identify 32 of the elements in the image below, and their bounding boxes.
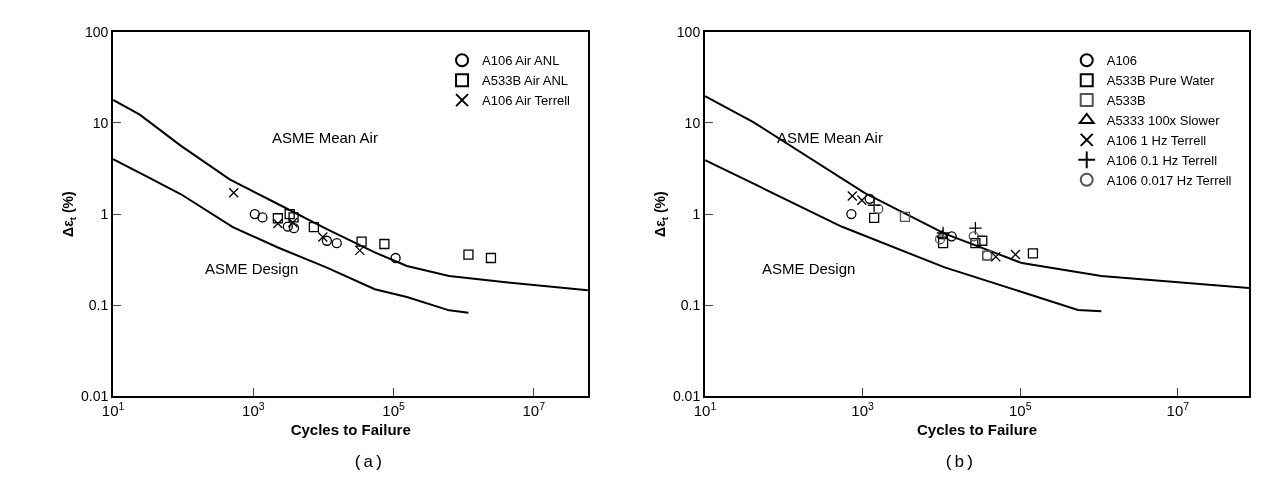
x-tick-label: 10$^{7}$ <box>1166 400 1190 420</box>
legend-label: A106 0.1 Hz Terrell <box>1106 152 1218 168</box>
legend-label: A533B Air ANL <box>482 73 569 89</box>
x-axis-title: Cycles to Failure <box>916 420 1038 438</box>
y-tick-label: 0.1 <box>88 297 109 314</box>
y-tick-label: 0.1 <box>680 297 701 314</box>
y-tick-label: 1 <box>100 205 109 222</box>
legend-label: A106 0.017 Hz Terrell <box>1106 172 1232 188</box>
text: (a) <box>353 453 384 472</box>
legend-label: A106 Air Terrell <box>482 93 571 109</box>
legend-label: A106 <box>1106 53 1138 69</box>
legend-label: A5333 100x Slower <box>1106 113 1221 129</box>
x-tick-label: 10$^{3}$ <box>242 400 265 420</box>
y-tick-label: 100 <box>676 23 701 40</box>
annotation: ASME Design <box>762 260 856 277</box>
x-axis-title: Cycles to Failure <box>290 420 411 438</box>
y-tick-label: 10 <box>684 114 701 131</box>
legend-label: A533B Pure Water <box>1106 73 1216 89</box>
legend-label: A533B <box>1106 93 1146 109</box>
x-tick-label: 10$^{5}$ <box>1008 400 1032 420</box>
annotation: ASME Design <box>205 260 299 277</box>
x-tick-label: 10$^{5}$ <box>382 400 405 420</box>
annotation: ASME Mean Air <box>777 129 883 146</box>
legend-label: A106 Air ANL <box>482 53 560 69</box>
y-tick-label: 100 <box>84 23 109 40</box>
x-tick-label: 10$^{3}$ <box>851 400 875 420</box>
text: (b) <box>944 453 975 472</box>
annotation: ASME Mean Air <box>272 129 378 146</box>
legend-label: A106 1 Hz Terrell <box>1106 132 1207 148</box>
x-tick-label: 10$^{7}$ <box>522 400 546 420</box>
y-tick-label: 1 <box>692 205 701 222</box>
y-tick-label: 10 <box>92 114 109 131</box>
